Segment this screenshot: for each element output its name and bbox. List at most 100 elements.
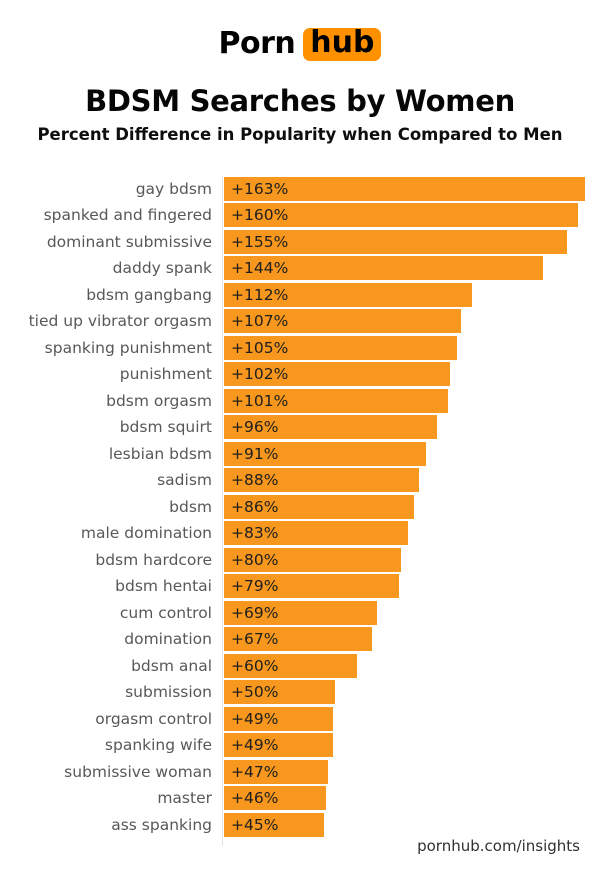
value-label: +50% [231,683,279,702]
bar-track: +60% [222,652,585,680]
bar-row: domination +67% [0,626,600,653]
bar-row: bdsm +86% [0,493,600,521]
bar-row: gay bdsm +163% [0,175,600,203]
bar-row: bdsm anal +60% [0,652,600,680]
bar: +91% [224,441,426,466]
category-label: punishment [119,365,212,384]
footer-url: pornhub.com/insights [417,837,580,855]
value-label: +69% [231,603,279,622]
bar: +47% [224,759,329,784]
bar: +107% [224,309,461,334]
bar: +83% [224,521,408,546]
bar-row: ass spanking +45% [0,811,600,839]
category-label: lesbian bdsm [108,444,212,463]
value-label: +67% [231,630,279,649]
bar: +69% [224,600,377,625]
bar-row: lesbian bdsm +91% [0,440,600,468]
bar: +49% [224,733,333,758]
bar-track: +88% [222,467,585,494]
bar-track: +107% [222,308,585,335]
bar-row: sadism +88% [0,467,600,494]
bar: +144% [224,256,543,281]
axis-tail [0,838,600,847]
bar-track: +69% [222,599,585,627]
bar-track: +50% [222,679,585,706]
value-label: +91% [231,444,279,463]
bar-row: cum control +69% [0,599,600,627]
logo-hub-box: hub [303,27,382,61]
page-subtitle: Percent Difference in Popularity when Co… [37,124,563,144]
category-label: spanked and fingered [43,206,212,225]
bar-row: spanking wife +49% [0,732,600,759]
category-label: ass spanking [111,815,212,834]
bar: +45% [224,812,324,837]
bar-row: bdsm gangbang +112% [0,281,600,309]
value-label: +49% [231,736,279,755]
category-label: cum control [119,603,212,622]
bar-row: bdsm orgasm +101% [0,387,600,415]
page-title: BDSM Searches by Women [85,84,515,118]
bar-row: submissive woman +47% [0,758,600,786]
pornhub-logo: Porn hub [0,0,600,67]
bar-row: male domination +83% [0,520,600,547]
bar: +49% [224,706,333,731]
category-label: orgasm control [95,709,212,728]
bar-track: +144% [222,255,585,282]
bar-track: +46% [222,785,585,812]
value-label: +88% [231,471,279,490]
value-label: +96% [231,418,279,437]
bar-track: +160% [222,202,585,229]
bar-track: +49% [222,732,585,759]
category-label: dominant submissive [46,232,212,251]
bar: +88% [224,468,419,493]
bar-track: +47% [222,758,585,786]
value-label: +105% [231,338,289,357]
category-label: daddy spank [112,259,212,278]
value-label: +107% [231,312,289,331]
bar: +46% [224,786,326,811]
value-label: +49% [231,709,279,728]
bar: +163% [224,176,585,201]
bar-track: +155% [222,228,585,256]
category-label: bdsm squirt [119,418,212,437]
bar-track: +101% [222,387,585,415]
bar-track: +105% [222,334,585,362]
bar-row: punishment +102% [0,361,600,388]
bar-row: daddy spank +144% [0,255,600,282]
bar: +155% [224,229,568,254]
bar-track: +112% [222,281,585,309]
bar-row: submission +50% [0,679,600,706]
bar-track: +102% [222,361,585,388]
category-label: tied up vibrator orgasm [28,312,212,331]
value-label: +86% [231,497,279,516]
category-label: spanking punishment [44,338,212,357]
bar-track: +91% [222,440,585,468]
bar: +79% [224,574,399,599]
bar-track: +49% [222,705,585,733]
bar: +105% [224,335,457,360]
bar-row: dominant submissive +155% [0,228,600,256]
value-label: +46% [231,789,279,808]
bar-track: +80% [222,546,585,574]
value-label: +160% [231,206,289,225]
bar: +67% [224,627,373,652]
bar-row: orgasm control +49% [0,705,600,733]
value-label: +163% [231,179,289,198]
category-label: male domination [80,524,212,543]
category-label: submissive woman [64,762,212,781]
bar: +96% [224,415,437,440]
value-label: +101% [231,391,289,410]
axis-tail-line [222,838,585,847]
logo-porn-text: Porn [218,26,296,61]
bar-row: bdsm squirt +96% [0,414,600,441]
bar-track: +83% [222,520,585,547]
value-label: +102% [231,365,289,384]
bar: +101% [224,388,448,413]
bar-track: +96% [222,414,585,441]
bar: +80% [224,547,402,572]
bar: +60% [224,653,357,678]
value-label: +112% [231,285,289,304]
bar-track: +45% [222,811,585,839]
bar-row: master +46% [0,785,600,812]
